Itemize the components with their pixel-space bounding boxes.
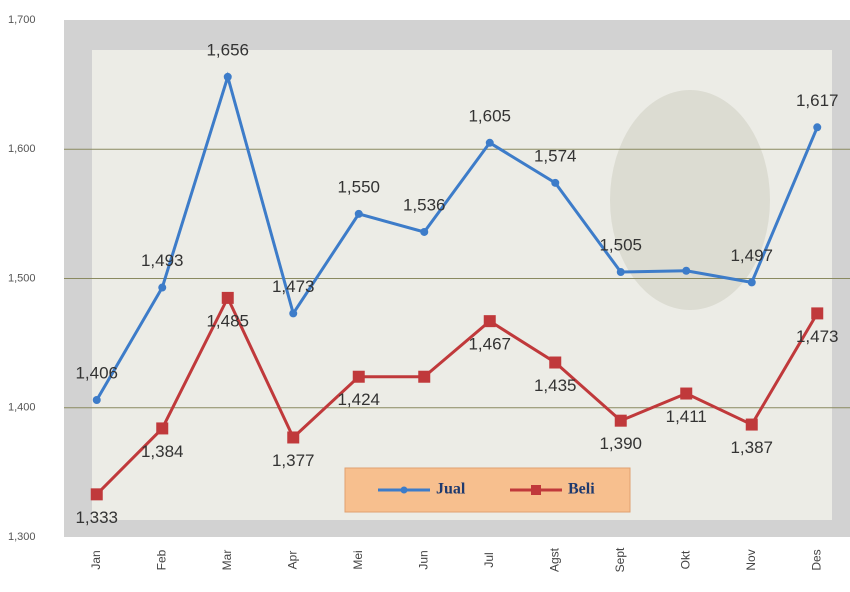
legend-marker: [531, 485, 541, 495]
point: [614, 414, 627, 427]
data-label: 1,473: [796, 327, 839, 346]
point: [680, 387, 693, 400]
banknote-portrait: [610, 90, 770, 310]
data-label: 1,485: [206, 311, 249, 330]
point: [682, 266, 691, 275]
x-tick-label: Jul: [482, 552, 496, 567]
x-tick-label: Apr: [285, 551, 299, 570]
data-label: 1,377: [272, 451, 315, 470]
data-label: 1,384: [141, 442, 184, 461]
point: [811, 307, 824, 320]
series-line: [95, 71, 819, 401]
point: [485, 138, 494, 147]
point: [223, 72, 232, 81]
data-label: 1,605: [468, 106, 511, 125]
point: [483, 315, 496, 328]
data-label: 1,656: [206, 40, 249, 59]
legend-marker: [400, 486, 408, 494]
data-label: 1,406: [75, 363, 118, 382]
x-tick-label: Mar: [220, 550, 234, 571]
y-tick-label: 1,500: [8, 272, 36, 284]
data-label: 1,497: [730, 246, 773, 265]
y-tick-label: 1,400: [8, 402, 36, 414]
x-tick-label: Jan: [89, 550, 103, 569]
x-tick-label: Mei: [351, 550, 365, 569]
legend-label: Jual: [436, 481, 466, 498]
point: [92, 395, 101, 404]
point: [616, 268, 625, 277]
point: [745, 418, 758, 431]
x-tick-label: Sept: [613, 547, 627, 572]
point: [813, 123, 822, 132]
data-label: 1,473: [272, 277, 315, 296]
y-tick-label: 1,700: [8, 14, 36, 26]
data-label: 1,390: [599, 434, 642, 453]
point: [90, 488, 103, 501]
x-tick-label: Nov: [744, 549, 758, 570]
series-line: [95, 294, 819, 496]
point: [551, 178, 560, 187]
x-tick-label: Des: [809, 549, 823, 570]
x-tick-label: Feb: [154, 549, 168, 570]
point: [420, 227, 429, 236]
data-label: 1,505: [599, 236, 642, 255]
data-label: 1,617: [796, 91, 839, 110]
point: [352, 370, 365, 383]
y-tick-label: 1,300: [8, 531, 36, 543]
data-label: 1,550: [337, 177, 380, 196]
data-label: 1,387: [730, 438, 773, 457]
point: [354, 209, 363, 218]
point: [549, 356, 562, 369]
data-label: 1,493: [141, 251, 184, 270]
data-label: 1,333: [75, 508, 118, 527]
data-label: 1,411: [666, 407, 707, 426]
data-label: 1,467: [468, 335, 511, 354]
point: [221, 291, 234, 304]
legend: Jual Beli: [344, 467, 631, 513]
point: [156, 422, 169, 435]
point: [418, 370, 431, 383]
point: [289, 309, 298, 318]
point: [747, 278, 756, 287]
data-label: 1,435: [534, 376, 577, 395]
legend-label: Beli: [568, 481, 595, 498]
data-label: 1,424: [337, 390, 380, 409]
data-label: 1,536: [403, 195, 446, 214]
y-tick-label: 1,600: [8, 143, 36, 155]
point: [287, 431, 300, 444]
point: [158, 283, 167, 292]
x-tick-label: Okt: [678, 550, 692, 569]
data-label: 1,574: [534, 146, 577, 165]
x-tick-label: Agst: [547, 547, 561, 572]
x-tick-label: Jun: [416, 550, 430, 569]
